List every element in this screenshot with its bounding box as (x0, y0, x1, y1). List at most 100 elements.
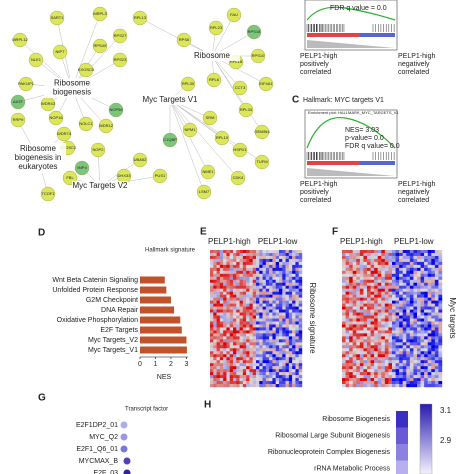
heat-cell (413, 339, 418, 343)
gene-node (90, 142, 106, 158)
heat-cell (431, 279, 436, 283)
heat-cell (349, 366, 353, 370)
heat-cell (295, 333, 299, 337)
heat-cell (406, 360, 411, 364)
heat-cell (262, 285, 267, 289)
heat-cell (384, 312, 389, 316)
node-label: GEMIN4 (254, 129, 270, 134)
heat-cell (349, 312, 353, 316)
heat-cell (356, 315, 361, 319)
heat-cell (295, 369, 299, 373)
heat-cell (388, 309, 393, 313)
heat-cell (219, 318, 224, 322)
heat-cell (288, 291, 293, 295)
heat-cell (409, 282, 414, 286)
heat-cell (282, 306, 286, 310)
heat-cell (292, 279, 296, 283)
heat-cell (233, 285, 237, 289)
heat-cell (282, 285, 286, 289)
heat-cell (395, 291, 400, 295)
heat-cell (256, 279, 260, 283)
heat-cell (229, 273, 234, 278)
heat-cell (384, 372, 389, 376)
heat-cell (295, 255, 299, 260)
heat-cell (424, 288, 428, 292)
heat-cell (388, 303, 393, 307)
heat-cell (233, 330, 237, 334)
heat-cell (399, 250, 403, 254)
heat-cell (279, 348, 283, 352)
heat-cell (352, 372, 357, 376)
heat-cell (252, 357, 257, 361)
heat-cell (216, 369, 221, 373)
heat-cell (434, 250, 439, 254)
heat-cell (262, 306, 267, 310)
heat-cell (356, 381, 361, 385)
heat-cell (427, 273, 432, 278)
heat-cell (342, 255, 346, 260)
group-label: PELP1-low (258, 237, 298, 246)
heat-cell (265, 276, 270, 280)
heat-cell (262, 348, 267, 352)
heat-cell (265, 279, 270, 283)
heat-cell (265, 255, 270, 260)
dot (120, 445, 128, 453)
heat-cell (359, 261, 364, 266)
heat-cell (233, 363, 237, 367)
heat-cell (367, 273, 371, 278)
heat-cell (292, 318, 296, 322)
heat-cell (265, 339, 270, 343)
heat-cell (392, 357, 396, 361)
heat-cell (381, 250, 386, 254)
colorbar-label: 2.9 (440, 436, 452, 445)
heat-cell (409, 354, 414, 358)
heat-cell (431, 285, 436, 289)
heat-cell (269, 250, 273, 254)
heat-cell (298, 315, 303, 319)
heat-cell (298, 375, 303, 379)
heat-cell (409, 351, 414, 355)
heat-cell (427, 297, 432, 301)
group-label: PELP1-high (300, 181, 337, 188)
heat-cell (424, 366, 428, 370)
heat-cell (381, 282, 386, 286)
heat-cell (359, 381, 364, 385)
heat-cell (342, 312, 346, 316)
heat-cell (342, 261, 346, 266)
heat-cell (223, 378, 227, 382)
heat-cell (349, 250, 353, 254)
heat-cell (370, 306, 375, 310)
bar (140, 316, 181, 324)
heat-cell (388, 372, 393, 376)
heat-cell (427, 291, 432, 295)
heat-cell (417, 327, 421, 331)
heat-cell (342, 375, 346, 379)
heat-cell (292, 381, 296, 385)
heat-cell (256, 366, 260, 370)
heat-cell (216, 363, 221, 367)
heat-cell (275, 250, 280, 254)
heat-cell (381, 252, 386, 257)
heat-cell (424, 342, 428, 346)
heat-cell (216, 258, 221, 263)
heat-cell (295, 378, 299, 382)
heat-cell (259, 381, 263, 385)
heat-cell (226, 294, 230, 298)
heat-cell (399, 294, 403, 298)
heat-cell (399, 354, 403, 358)
heat-cell (272, 354, 276, 358)
heat-cell (399, 315, 403, 319)
heat-cell (262, 255, 267, 260)
heat-cell (417, 291, 421, 295)
heat-cell (399, 318, 403, 322)
heat-cell (213, 384, 217, 388)
panel-letter: G (38, 393, 46, 404)
heat-cell (269, 255, 273, 260)
heat-cell (374, 378, 378, 382)
heat-cell (249, 339, 253, 343)
heat-cell (420, 306, 425, 310)
heat-cell (367, 309, 371, 313)
heat-cell (275, 360, 280, 364)
heat-cell (262, 342, 267, 346)
heat-cell (377, 360, 382, 364)
